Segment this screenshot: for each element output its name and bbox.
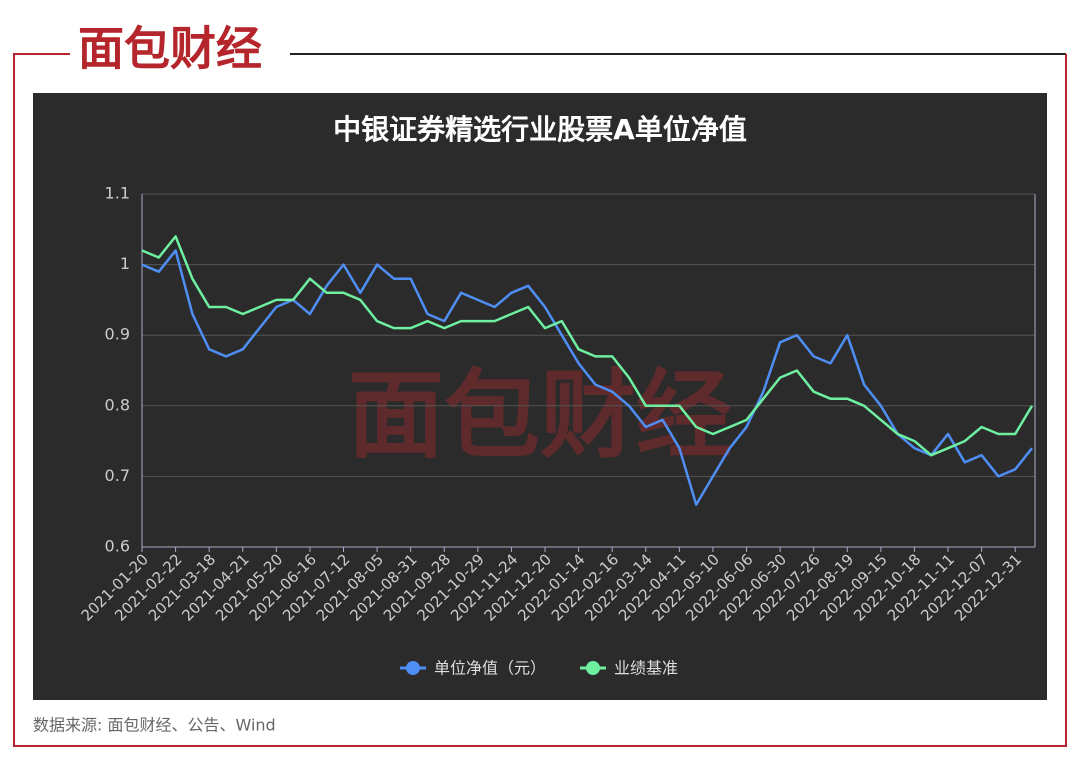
source: 数据来源: 面包财经、公告、Wind: [33, 716, 276, 735]
y-tick-label: 0.7: [105, 466, 130, 485]
legend-marker: [586, 661, 600, 675]
chart-title: 中银证券精选行业股票A单位净值: [333, 113, 747, 146]
y-tick-label: 0.8: [105, 395, 130, 414]
y-tick-label: 0.6: [105, 537, 130, 556]
watermark: 面包财经: [348, 359, 732, 471]
series-line: [141, 235, 1034, 457]
legend-label: 业绩基准: [614, 659, 678, 678]
y-tick-label: 1.1: [105, 184, 130, 203]
logo: 面包财经: [78, 22, 262, 76]
legend-label: 单位净值（元）: [434, 659, 546, 678]
frame: [13, 53, 1067, 747]
legend-marker: [406, 661, 420, 675]
y-tick-label: 0.9: [105, 325, 130, 344]
y-tick-label: 1: [120, 254, 130, 273]
